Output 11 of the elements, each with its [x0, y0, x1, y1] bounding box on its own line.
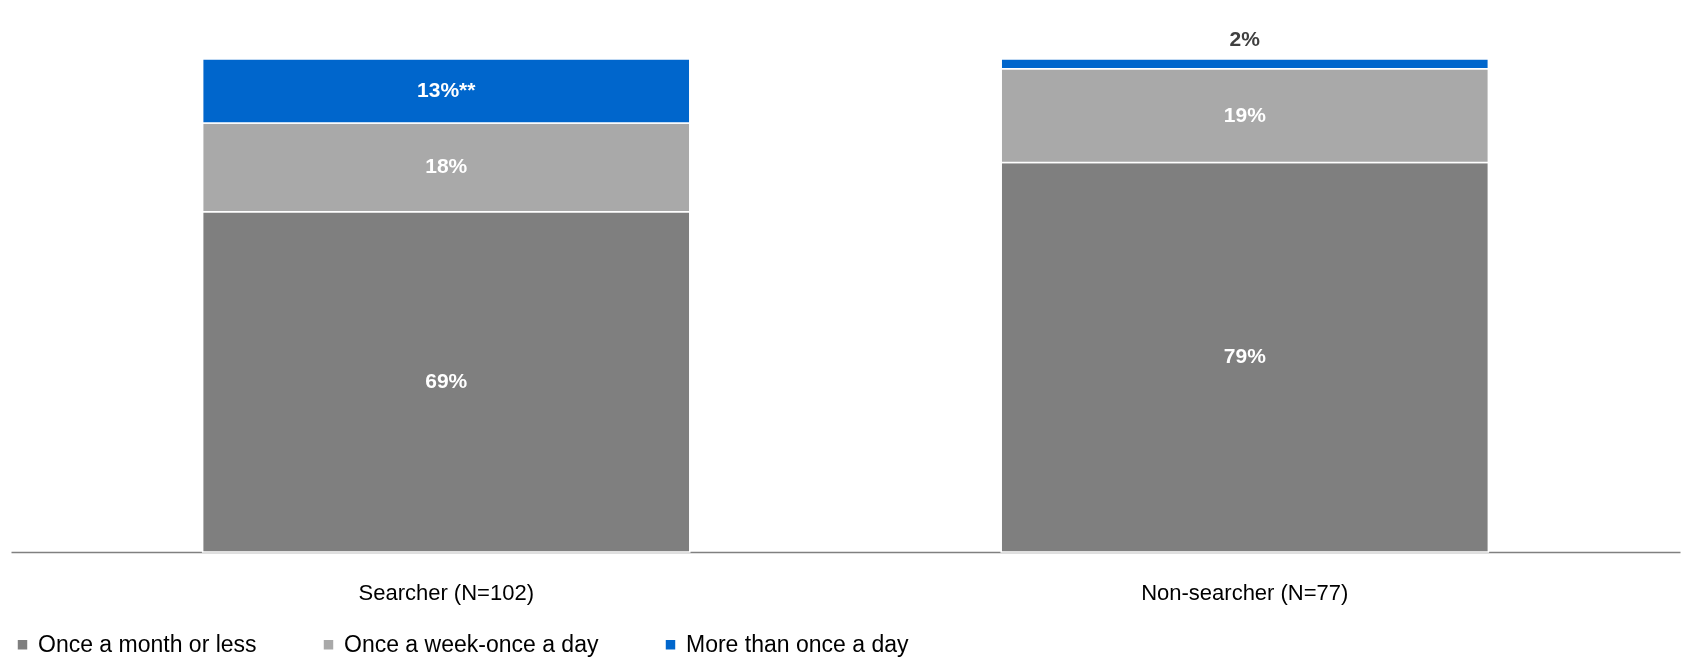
data-label: 19% — [1223, 102, 1267, 126]
data-label: 79% — [1223, 344, 1267, 368]
data-label: 69% — [425, 368, 468, 392]
data-label: 13%** — [417, 78, 477, 102]
x-tick-label: Searcher (N=102) — [358, 579, 534, 605]
legend-label: More than once a day — [686, 630, 909, 657]
data-label: 2% — [1229, 26, 1261, 50]
x-tick-label: Non-searcher (N=77) — [1141, 579, 1349, 605]
data-label: 18% — [425, 154, 468, 178]
legend-label: Once a month or less — [38, 630, 257, 657]
legend-label: Once a week-once a day — [344, 630, 599, 657]
